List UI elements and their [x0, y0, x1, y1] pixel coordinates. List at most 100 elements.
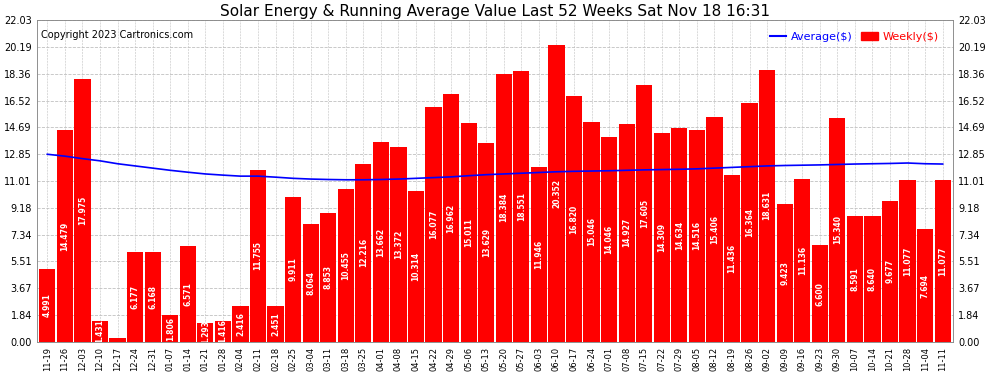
Bar [145, 252, 160, 342]
Text: 14.479: 14.479 [60, 222, 69, 251]
Bar [444, 94, 459, 342]
Text: 6.168: 6.168 [148, 285, 157, 309]
Text: 14.634: 14.634 [675, 220, 684, 249]
Text: 7.694: 7.694 [921, 274, 930, 298]
Text: 11.946: 11.946 [535, 240, 544, 269]
Bar [707, 117, 723, 342]
Text: 15.406: 15.406 [710, 215, 719, 244]
Text: 16.364: 16.364 [745, 208, 754, 237]
Text: 1.293: 1.293 [201, 320, 210, 344]
Text: 2.451: 2.451 [271, 312, 280, 336]
Text: 15.011: 15.011 [464, 218, 473, 247]
Bar [426, 107, 442, 342]
Bar [215, 321, 231, 342]
Text: 8.853: 8.853 [324, 265, 333, 289]
Bar [759, 70, 775, 342]
Text: 8.591: 8.591 [850, 267, 859, 291]
Bar [390, 147, 407, 342]
Bar [671, 128, 687, 342]
Bar [776, 204, 793, 342]
Bar [830, 118, 845, 342]
Bar [249, 170, 266, 342]
Bar [267, 306, 283, 342]
Bar [882, 201, 898, 342]
Bar [689, 130, 705, 342]
Text: 4.991: 4.991 [43, 293, 51, 317]
Bar [812, 245, 828, 342]
Bar [373, 142, 389, 342]
Text: 16.820: 16.820 [569, 204, 578, 234]
Bar [40, 269, 55, 342]
Bar [846, 216, 863, 342]
Bar [338, 189, 353, 342]
Text: 11.436: 11.436 [728, 244, 737, 273]
Bar [285, 197, 301, 342]
Text: 13.372: 13.372 [394, 230, 403, 259]
Bar [601, 137, 617, 342]
Bar [637, 85, 652, 342]
Text: 14.046: 14.046 [605, 225, 614, 254]
Bar [460, 123, 477, 342]
Bar [478, 143, 494, 342]
Text: 11.136: 11.136 [798, 246, 807, 275]
Text: 18.384: 18.384 [499, 193, 508, 222]
Text: 18.551: 18.551 [517, 192, 526, 221]
Text: 18.631: 18.631 [762, 191, 771, 220]
Text: 15.340: 15.340 [833, 215, 841, 244]
Bar [583, 122, 600, 342]
Text: 17.605: 17.605 [640, 199, 648, 228]
Bar [180, 246, 196, 342]
Text: 16.077: 16.077 [429, 210, 438, 239]
Text: 14.516: 14.516 [692, 221, 701, 251]
Bar [935, 180, 950, 342]
Bar [900, 180, 916, 342]
Text: 6.571: 6.571 [183, 282, 192, 306]
Text: 14.309: 14.309 [657, 223, 666, 252]
Text: 16.962: 16.962 [446, 203, 455, 232]
Bar [496, 74, 512, 342]
Bar [742, 103, 757, 342]
Bar [408, 191, 424, 342]
Legend: Average($), Weekly($): Average($), Weekly($) [765, 27, 943, 46]
Text: 14.927: 14.927 [622, 218, 632, 248]
Text: 1.431: 1.431 [95, 320, 105, 343]
Text: 6.177: 6.177 [131, 285, 140, 309]
Text: 10.455: 10.455 [342, 251, 350, 280]
Text: 9.423: 9.423 [780, 261, 789, 285]
Text: 17.975: 17.975 [78, 196, 87, 225]
Text: 15.046: 15.046 [587, 217, 596, 246]
Bar [162, 315, 178, 342]
Text: 9.677: 9.677 [885, 259, 895, 283]
Text: 11.077: 11.077 [903, 246, 912, 276]
Title: Solar Energy & Running Average Value Last 52 Weeks Sat Nov 18 16:31: Solar Energy & Running Average Value Las… [220, 4, 770, 19]
Bar [724, 175, 741, 342]
Text: 8.640: 8.640 [868, 267, 877, 291]
Text: 13.629: 13.629 [482, 228, 491, 257]
Text: 8.064: 8.064 [306, 271, 315, 295]
Text: 2.416: 2.416 [236, 312, 245, 336]
Bar [531, 168, 546, 342]
Text: 6.600: 6.600 [816, 282, 825, 306]
Bar [355, 164, 371, 342]
Bar [653, 133, 670, 342]
Text: 20.352: 20.352 [552, 179, 561, 208]
Bar [197, 323, 214, 342]
Bar [917, 230, 934, 342]
Bar [303, 224, 319, 342]
Bar [92, 321, 108, 342]
Text: 13.662: 13.662 [376, 228, 385, 256]
Bar [513, 71, 530, 342]
Bar [110, 338, 126, 342]
Bar [74, 80, 90, 342]
Text: 9.911: 9.911 [289, 258, 298, 281]
Bar [233, 306, 248, 342]
Bar [864, 216, 880, 342]
Bar [566, 96, 582, 342]
Text: 1.416: 1.416 [219, 320, 228, 344]
Text: Copyright 2023 Cartronics.com: Copyright 2023 Cartronics.com [42, 30, 193, 40]
Bar [320, 213, 337, 342]
Bar [127, 252, 144, 342]
Text: 10.314: 10.314 [412, 252, 421, 281]
Bar [56, 130, 73, 342]
Text: 1.806: 1.806 [165, 316, 174, 340]
